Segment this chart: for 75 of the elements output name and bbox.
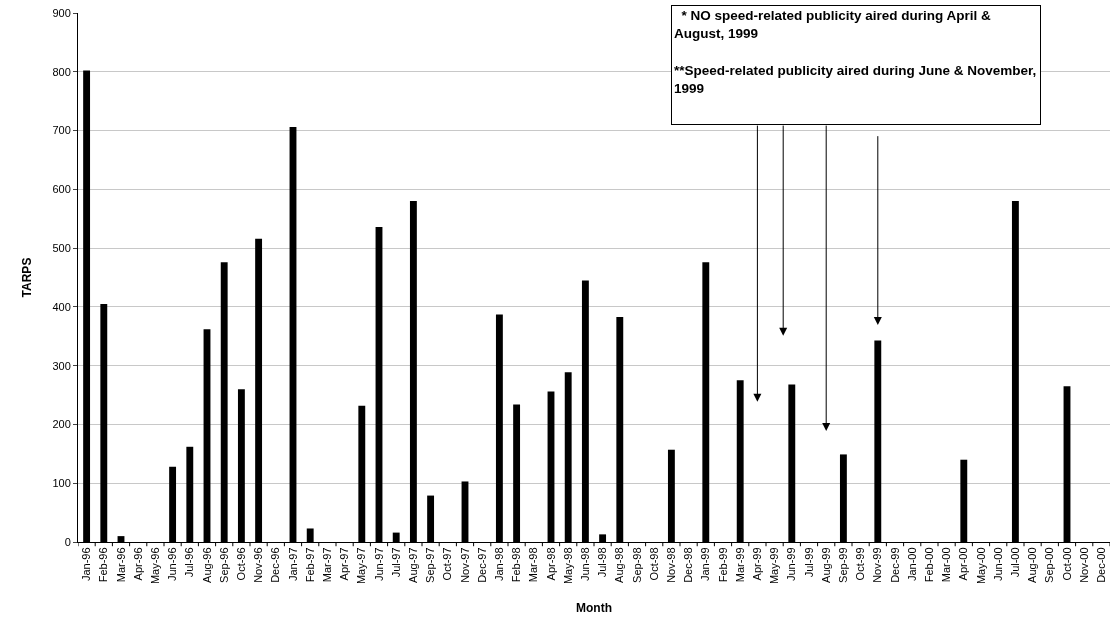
y-tick-label: 900: [52, 6, 71, 19]
x-tick-label: May-00: [974, 547, 987, 585]
x-tick-label: Mar-97: [320, 547, 333, 583]
text-box: * NO speed-related publicity aired during April & August, 1999 **Speed-related publicity aired during June & November, 1999: [671, 5, 1041, 125]
x-tick-label: Apr-98: [544, 547, 557, 581]
y-tick-label: 100: [52, 477, 71, 490]
x-tick-label: Sep-99: [836, 547, 849, 583]
x-tick-label: Dec-98: [682, 547, 695, 583]
x-tick-label: May-97: [355, 547, 368, 585]
x-tick-label: May-98: [561, 547, 574, 585]
x-tick-label: Aug-97: [406, 547, 419, 583]
x-tick-label: Apr-99: [750, 547, 763, 581]
y-tick-label: 500: [52, 241, 71, 254]
x-tick-label: Sep-96: [217, 547, 230, 583]
x-tick-label: Jun-96: [166, 547, 179, 582]
x-tick-label: Dec-00: [1094, 547, 1107, 583]
x-tick-label: Jun-99: [785, 547, 798, 582]
x-tick-label: Nov-96: [252, 547, 265, 583]
x-tick-label: Feb-99: [716, 547, 729, 583]
x-tick-label: Nov-98: [664, 547, 677, 583]
y-tick-label: 300: [52, 359, 71, 372]
x-axis-title: Month: [576, 600, 612, 615]
x-tick-label: May-96: [148, 547, 161, 585]
x-tick-label: Dec-99: [888, 547, 901, 583]
x-tick-label: Jan-99: [699, 547, 712, 582]
annotation: **Speed-related publicity aired during June & November, 1999: [674, 62, 1038, 98]
x-tick-label: Mar-00: [940, 547, 953, 583]
x-tick-label: Dec-96: [269, 547, 282, 583]
x-tick-label: Aug-96: [200, 547, 213, 583]
x-tick-label: Apr-96: [131, 547, 144, 581]
x-tick-label: Nov-97: [458, 547, 471, 583]
x-tick-label: Jan-96: [80, 547, 93, 582]
x-tick-label: Jun-00: [991, 547, 1004, 582]
x-tick-label: Aug-98: [613, 547, 626, 583]
x-tick-label: Sep-97: [424, 547, 437, 583]
y-tick-label: 800: [52, 65, 71, 78]
x-tick-label: Dec-97: [475, 547, 488, 583]
x-tick-label: Jun-98: [578, 547, 591, 582]
y-tick-label: 700: [52, 124, 71, 137]
x-tick-label: Oct-96: [234, 547, 247, 581]
x-tick-label: Oct-00: [1060, 547, 1073, 581]
x-tick-label: Oct-99: [854, 547, 867, 581]
x-tick-label: Mar-98: [527, 547, 540, 583]
y-axis-title: TARPS: [19, 257, 34, 298]
x-tick-label: Feb-97: [303, 547, 316, 583]
x-tick-label: Apr-00: [957, 547, 970, 581]
x-tick-label: Nov-00: [1077, 547, 1090, 583]
y-tick-label: 200: [52, 418, 71, 431]
y-tick-label: 400: [52, 300, 71, 313]
x-tick-label: Jul-99: [802, 547, 815, 578]
x-tick-label: Jan-98: [492, 547, 505, 582]
x-tick-label: Jul-98: [596, 547, 609, 578]
x-tick-label: Nov-99: [871, 547, 884, 583]
x-tick-label: Apr-97: [338, 547, 351, 581]
x-tick-label: Jul-00: [1008, 547, 1021, 578]
y-tick-label: 0: [64, 535, 71, 548]
x-tick-label: Mar-99: [733, 547, 746, 583]
annotation: * NO speed-related publicity aired during April & August, 1999: [674, 7, 992, 43]
x-tick-label: Sep-00: [1043, 547, 1056, 583]
x-tick-label: Jan-00: [905, 547, 918, 582]
x-tick-label: Aug-00: [1026, 547, 1039, 583]
x-tick-label: Feb-96: [97, 547, 110, 583]
x-tick-label: Feb-00: [922, 547, 935, 583]
x-tick-label: Aug-99: [819, 547, 832, 583]
x-tick-label: Jan-97: [286, 547, 299, 582]
x-tick-label: Mar-96: [114, 547, 127, 583]
x-tick-label: Oct-98: [647, 547, 660, 581]
x-tick-label: Sep-98: [630, 547, 643, 583]
y-tick-label: 600: [52, 183, 71, 196]
x-tick-label: May-99: [768, 547, 781, 585]
x-tick-label: Jul-97: [389, 547, 402, 578]
x-tick-label: Jun-97: [372, 547, 385, 582]
x-tick-label: Oct-97: [441, 547, 454, 581]
x-tick-label: Feb-98: [510, 547, 523, 583]
x-tick-label: Jul-96: [183, 547, 196, 578]
